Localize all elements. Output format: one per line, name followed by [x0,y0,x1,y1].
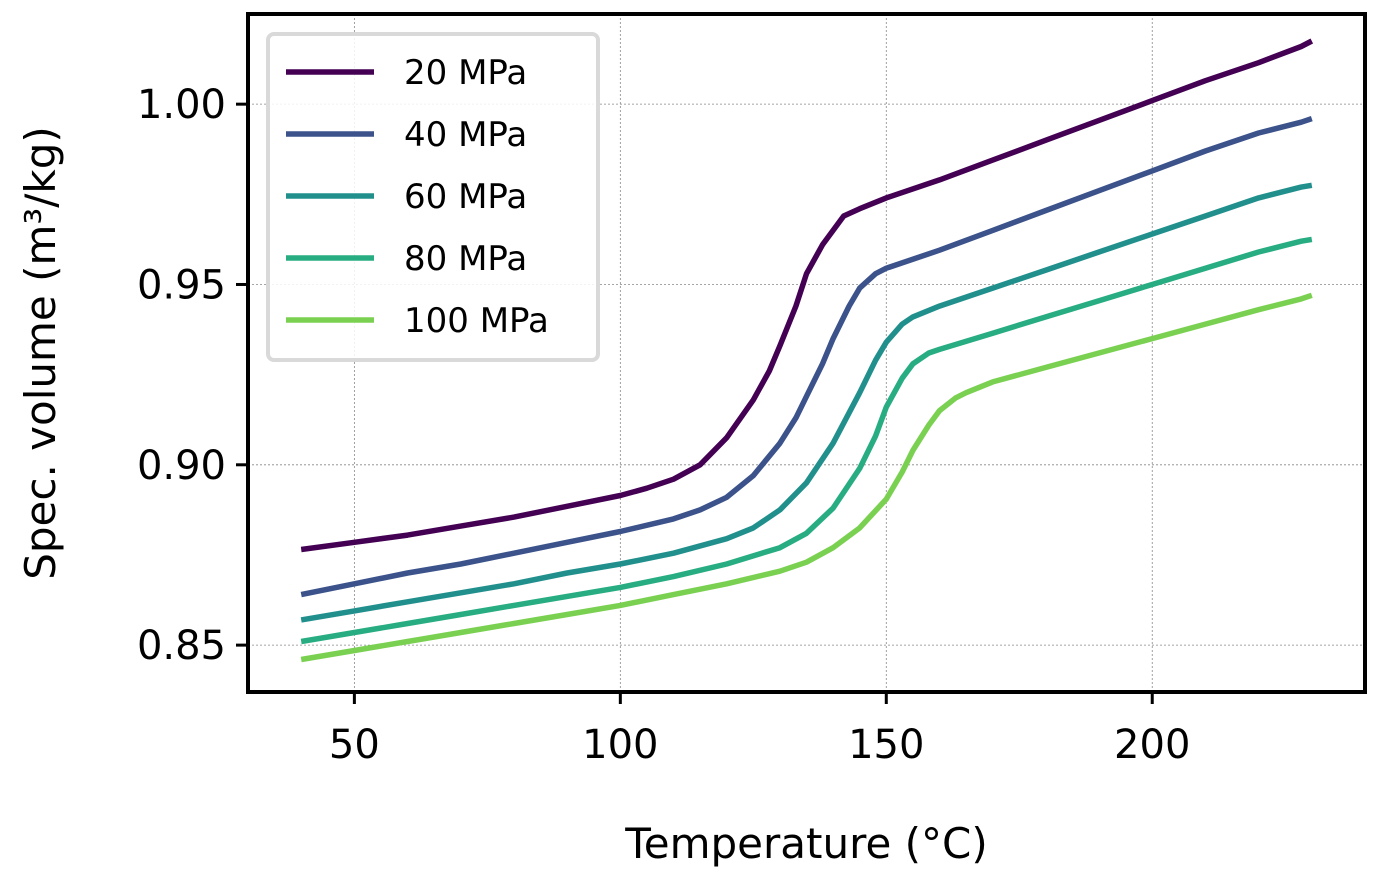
series-line [300,236,1313,645]
legend-label: 100 MPa [404,301,549,341]
series-line [300,38,1314,553]
x-tick-label: 50 [329,722,380,768]
y-tick-label: 1.00 [137,82,226,128]
series-line [300,115,1313,598]
x-tick-label: 150 [848,722,924,768]
legend: 20 MPa 40 MPa 60 MPa 80 MPa 100 MPa [266,32,600,362]
series-lines [300,38,1314,663]
y-tick-label: 0.85 [137,623,226,669]
legend-label: 40 MPa [404,115,527,155]
x-tick-label: 100 [582,722,658,768]
x-axis-title: Temperature (°C) [624,819,988,868]
legend-box [266,32,600,362]
y-axis-title: Spec. volume (m³/kg) [16,126,65,580]
y-tick-label: 0.95 [137,262,226,308]
series-line [300,182,1313,623]
y-tick-label: 0.90 [137,443,226,489]
legend-label: 60 MPa [404,177,527,217]
legend-label: 80 MPa [404,239,527,279]
axis-ticks: 50 100 150 200 0.85 0.90 0.95 1.00 [137,82,1190,768]
plot-frame [246,12,1367,694]
series-line [300,292,1313,663]
x-tick-label: 200 [1114,722,1190,768]
legend-label: 20 MPa [404,53,527,93]
